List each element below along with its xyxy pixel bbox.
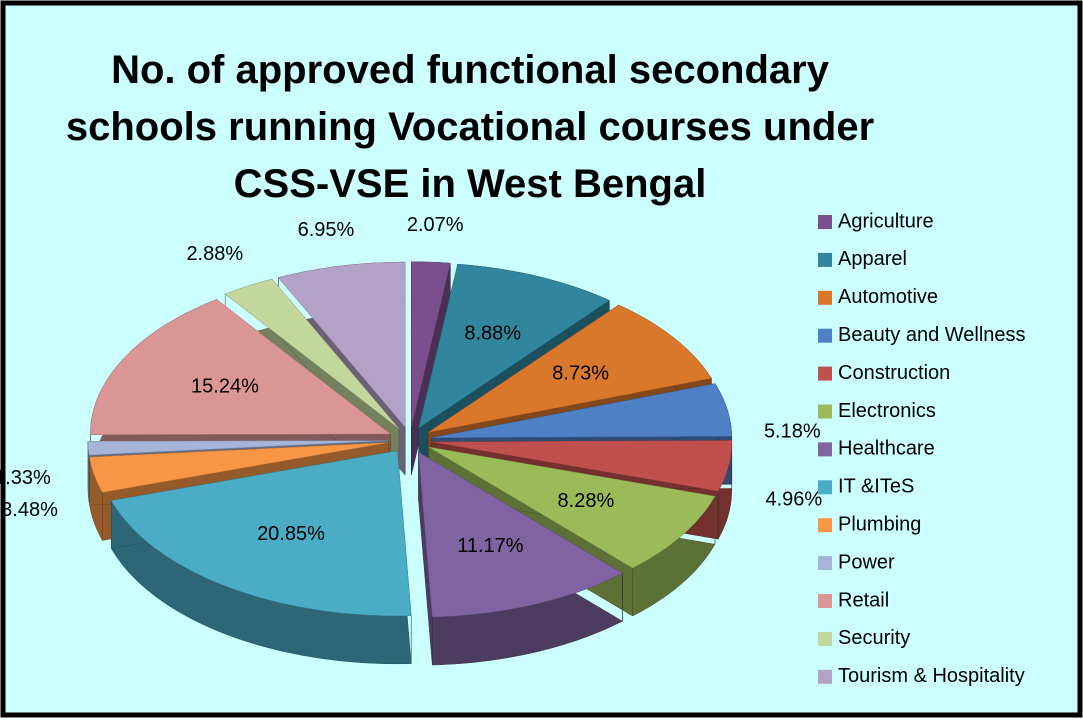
legend-label: Automotive xyxy=(838,286,938,308)
pie-slice xyxy=(418,451,624,618)
pie-slice xyxy=(428,446,716,569)
data-label: 20.85% xyxy=(257,523,325,545)
legend-label: Healthcare xyxy=(838,438,935,460)
data-label: 2.07% xyxy=(407,214,464,236)
data-label: 5.18% xyxy=(764,420,821,442)
data-label: 8.88% xyxy=(464,322,521,344)
chart-title: No. of approved functional secondary scho… xyxy=(66,48,874,206)
data-label: 11.17% xyxy=(457,535,524,557)
legend-label: Tourism & Hospitality xyxy=(838,665,1025,687)
legend-label: Construction xyxy=(838,362,950,384)
legend-swatch xyxy=(818,594,832,608)
legend-swatch xyxy=(818,328,832,343)
data-label: 2.88% xyxy=(186,243,243,265)
pie-slice xyxy=(431,440,733,492)
pie-slice xyxy=(89,442,389,493)
legend-swatch xyxy=(818,366,832,381)
data-label: 1.33% xyxy=(0,467,51,489)
legend-swatch xyxy=(818,480,832,495)
legend-label: Power xyxy=(838,551,895,573)
legend-swatch xyxy=(818,518,832,533)
legend-swatch xyxy=(818,404,832,419)
legend-label: Electronics xyxy=(838,400,936,422)
legend-label: Agriculture xyxy=(838,210,934,232)
pie-slice xyxy=(418,264,610,429)
data-label: 4.96% xyxy=(765,489,822,511)
legend-swatch xyxy=(818,556,832,571)
legend-swatch xyxy=(818,252,832,267)
legend-label: Beauty and Wellness xyxy=(838,324,1026,346)
data-label: 6.95% xyxy=(298,219,355,241)
pie-slice xyxy=(111,450,412,617)
legend-label: Security xyxy=(838,627,910,649)
data-label: 3.48% xyxy=(1,499,58,521)
legend-label: Retail xyxy=(838,589,889,611)
legend-label: IT &ITeS xyxy=(838,476,914,498)
data-label: 8.28% xyxy=(558,490,615,512)
legend-swatch xyxy=(818,442,832,457)
pie-slice xyxy=(427,304,712,433)
pie-slice xyxy=(87,440,389,456)
pie-slice xyxy=(411,261,451,427)
legend-swatch xyxy=(818,669,832,684)
legend-swatch xyxy=(818,290,832,305)
data-label: 8.73% xyxy=(552,362,609,384)
pie-slice xyxy=(224,278,400,429)
data-label: 15.24% xyxy=(191,376,259,398)
legend-label: Apparel xyxy=(838,248,907,270)
legend-swatch xyxy=(818,631,832,646)
pie-slice xyxy=(277,261,406,428)
legend-label: Plumbing xyxy=(838,513,921,535)
legend-swatch xyxy=(818,215,832,229)
pie-slice xyxy=(431,383,732,438)
pie-slice xyxy=(90,299,392,435)
